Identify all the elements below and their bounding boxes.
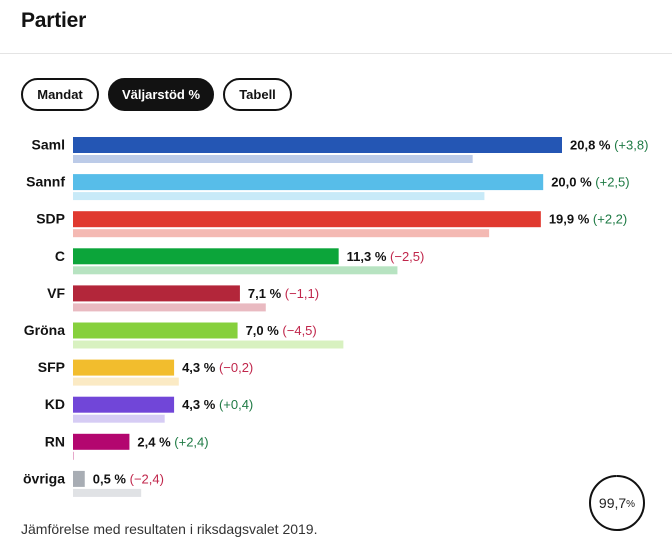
party-label-c: C — [55, 248, 65, 264]
counted-ring — [589, 475, 645, 531]
change-label-vf: (−1,1) — [285, 286, 319, 301]
counted-value: 99,7% — [588, 474, 646, 532]
change-label-rn: (+2,4) — [174, 434, 208, 449]
party-support-chart: Saml 20,8 % (+3,8) Sannf 20,0 % (+2,5) SDP 19… — [23, 137, 648, 497]
counted-unit: % — [626, 499, 636, 510]
party-label-saml: Saml — [32, 137, 65, 153]
counted-indicator: 99,7% — [588, 474, 646, 532]
value-label-rn: 2,4 % (+2,4) — [137, 434, 208, 449]
bar-sannf[interactable] — [73, 174, 544, 191]
bar-2019-ovriga — [73, 488, 142, 497]
bar-grona[interactable] — [73, 322, 238, 339]
value-label-ovriga: 0,5 % (−2,4) — [93, 471, 164, 486]
party-label-rn: RN — [45, 433, 65, 449]
tab-tabell[interactable]: Tabell — [223, 78, 292, 111]
value-label-sfp: 4,3 % (−0,2) — [182, 360, 253, 375]
bar-2019-vf — [73, 303, 266, 312]
tab-mandat[interactable]: Mandat — [21, 78, 99, 111]
value-label-grona: 7,0 % (−4,5) — [246, 323, 317, 338]
bar-2019-sfp — [73, 377, 179, 386]
view-tabs: Mandat Väljarstöd % Tabell — [21, 78, 292, 111]
page-header: Partier — [0, 0, 672, 54]
bar-sdp[interactable] — [73, 211, 541, 228]
party-label-sannf: Sannf — [26, 174, 65, 190]
bar-2019-saml — [73, 155, 473, 163]
change-label-sannf: (+2,5) — [595, 175, 629, 190]
party-label-kd: KD — [45, 396, 65, 412]
change-label-c: (−2,5) — [390, 249, 424, 264]
bar-2019-grona — [73, 340, 344, 349]
value-label-saml: 20,8 % (+3,8) — [570, 138, 648, 153]
comparison-footnote: Jämförelse med resultaten i riksdagsvale… — [21, 521, 318, 537]
party-label-ovriga: övriga — [23, 470, 65, 486]
bar-sfp[interactable] — [73, 359, 175, 376]
bar-saml[interactable] — [73, 137, 562, 153]
change-label-sfp: (−0,2) — [219, 360, 253, 375]
value-label-vf: 7,1 % (−1,1) — [248, 286, 319, 301]
page-title: Partier — [21, 9, 87, 32]
bar-c[interactable] — [73, 248, 339, 265]
bar-rn[interactable] — [73, 433, 130, 450]
bar-2019-c — [73, 266, 398, 275]
party-label-vf: VF — [47, 285, 65, 301]
party-label-sfp: SFP — [38, 359, 65, 375]
bar-ovriga[interactable] — [73, 470, 85, 487]
bar-2019-sannf — [73, 192, 485, 201]
counted-number: 99,7 — [598, 495, 627, 511]
party-label-sdp: SDP — [36, 211, 65, 227]
change-label-grona: (−4,5) — [282, 323, 316, 338]
bar-2019-rn — [73, 451, 74, 460]
bar-2019-kd — [73, 414, 165, 423]
value-label-kd: 4,3 % (+0,4) — [182, 397, 253, 412]
bar-kd[interactable] — [73, 396, 175, 413]
bar-2019-sdp — [73, 229, 490, 238]
value-label-sdp: 19,9 % (+2,2) — [549, 212, 627, 227]
value-label-sannf: 20,0 % (+2,5) — [551, 175, 629, 190]
change-label-ovriga: (−2,4) — [130, 471, 164, 486]
change-label-sdp: (+2,2) — [593, 212, 627, 227]
bar-vf[interactable] — [73, 285, 240, 302]
change-label-saml: (+3,8) — [614, 138, 648, 153]
value-label-c: 11,3 % (−2,5) — [347, 249, 425, 264]
change-label-kd: (+0,4) — [219, 397, 253, 412]
tab-valjarstod[interactable]: Väljarstöd % — [108, 78, 214, 111]
party-label-grona: Gröna — [24, 322, 65, 338]
